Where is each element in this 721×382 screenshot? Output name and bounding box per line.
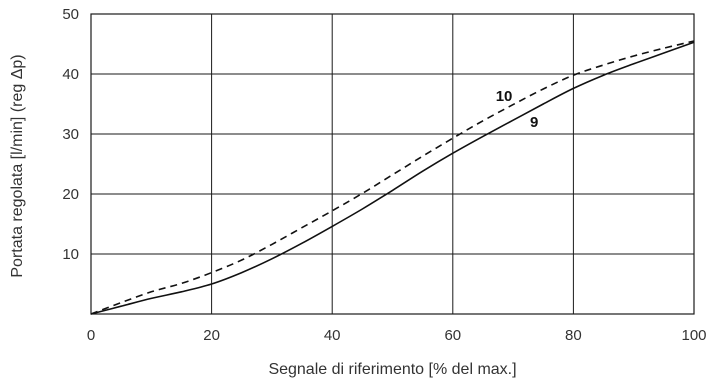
x-axis-title: Segnale di riferimento [% del max.] bbox=[268, 361, 516, 378]
x-tick-label-20: 20 bbox=[203, 327, 220, 344]
plot-frame bbox=[90, 13, 695, 315]
series-layer bbox=[90, 40, 695, 315]
x-tick-label-60: 60 bbox=[444, 327, 461, 344]
y-tick-label-20: 20 bbox=[62, 186, 79, 203]
series-label-9: 9 bbox=[530, 114, 538, 131]
y-tick-label-40: 40 bbox=[62, 66, 79, 83]
x-tick-labels: 0 20 40 60 80 100 bbox=[87, 327, 707, 344]
series-line-9 bbox=[90, 41, 695, 315]
grid bbox=[91, 14, 694, 314]
series-label-10: 10 bbox=[496, 88, 513, 105]
x-tick-label-40: 40 bbox=[324, 327, 341, 344]
y-tick-labels: 10 20 30 40 50 bbox=[62, 6, 79, 263]
y-tick-label-50: 50 bbox=[62, 6, 79, 23]
y-tick-label-10: 10 bbox=[62, 246, 79, 263]
x-tick-label-100: 100 bbox=[681, 327, 706, 344]
x-tick-label-0: 0 bbox=[87, 327, 95, 344]
y-axis-title: Portata regolata [l/min] (reg Δp) bbox=[9, 54, 26, 277]
x-tick-label-80: 80 bbox=[565, 327, 582, 344]
annotation-layer: 10 9 bbox=[496, 88, 539, 131]
y-tick-label-30: 30 bbox=[62, 126, 79, 143]
